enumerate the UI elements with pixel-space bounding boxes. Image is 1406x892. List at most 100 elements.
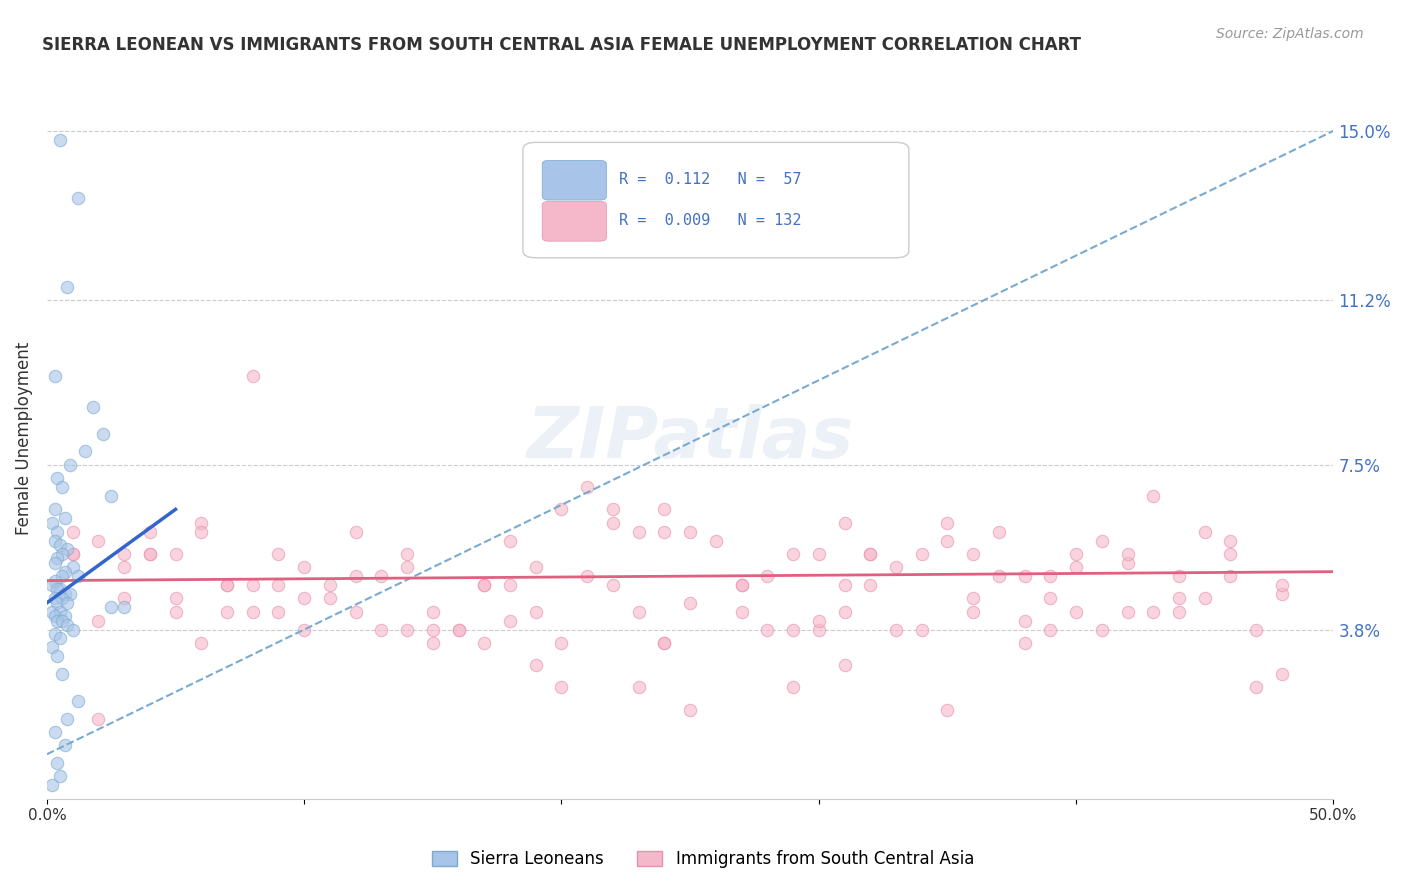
Point [139,524,162,539]
Point [654,524,676,539]
Point [1064,605,1087,619]
Y-axis label: Female Unemployment: Female Unemployment [15,342,32,534]
Point [267,578,290,592]
Point [602,502,624,516]
Point [834,658,856,673]
Point [165,605,187,619]
Point [1142,605,1164,619]
Point [1039,591,1062,606]
Point [447,623,470,637]
Point [56,542,79,557]
Point [46,524,69,539]
Point [46,756,69,771]
Point [1116,605,1139,619]
Point [44,574,66,588]
Point [51,569,73,583]
Point [962,591,984,606]
Point [859,547,882,561]
Point [782,623,804,637]
Point [319,578,342,592]
Point [524,658,547,673]
Point [936,533,959,548]
Point [292,591,315,606]
Point [1064,560,1087,574]
Point [62,524,84,539]
Point [190,636,212,650]
Point [499,533,522,548]
Point [1064,547,1087,561]
Point [215,578,238,592]
Point [1219,569,1241,583]
Point [756,623,779,637]
Point [550,681,572,695]
Point [267,547,290,561]
Point [51,547,73,561]
Point [782,547,804,561]
Point [48,133,70,147]
Point [834,516,856,530]
Text: R =  0.112   N =  57: R = 0.112 N = 57 [620,172,801,187]
Point [987,569,1010,583]
Point [1271,587,1294,601]
Point [1039,569,1062,583]
Point [44,591,66,606]
Point [911,623,934,637]
Point [1039,623,1062,637]
Point [1091,623,1114,637]
Point [704,533,727,548]
Point [344,605,367,619]
Point [550,502,572,516]
Point [56,712,79,726]
Point [1219,547,1241,561]
FancyBboxPatch shape [543,202,606,241]
Point [48,770,70,784]
Point [44,725,66,739]
Point [422,636,444,650]
Point [292,623,315,637]
Point [46,649,69,664]
Point [679,524,702,539]
Point [499,578,522,592]
Point [576,569,599,583]
Point [44,627,66,641]
Point [242,605,264,619]
Point [1194,524,1216,539]
Point [1244,623,1267,637]
Point [190,516,212,530]
Point [53,565,76,579]
Point [41,578,63,592]
Point [112,547,135,561]
Point [859,578,882,592]
Point [370,623,392,637]
Point [62,560,84,574]
Point [46,582,69,597]
Point [1244,681,1267,695]
Point [679,596,702,610]
Point [524,560,547,574]
Point [46,471,69,485]
Point [51,591,73,606]
Point [48,582,70,597]
Point [396,623,419,637]
Point [44,556,66,570]
Point [41,605,63,619]
Point [66,694,89,708]
Point [1014,636,1036,650]
Point [370,569,392,583]
Point [112,600,135,615]
Point [139,547,162,561]
Point [344,569,367,583]
Point [59,587,82,601]
Point [46,614,69,628]
Point [48,632,70,646]
Point [87,712,110,726]
Point [53,609,76,624]
Point [242,368,264,383]
Point [1116,547,1139,561]
Point [82,400,104,414]
Point [472,578,495,592]
Point [100,489,122,503]
Point [987,524,1010,539]
Point [1014,614,1036,628]
Point [936,516,959,530]
